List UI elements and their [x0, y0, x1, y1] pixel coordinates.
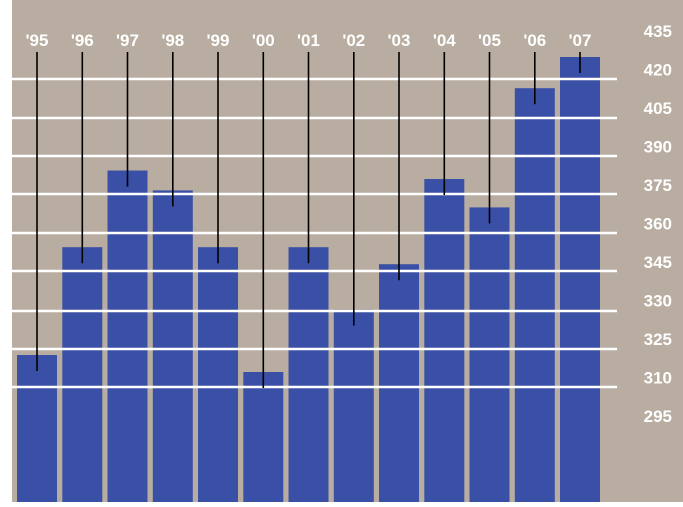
bar-96 [62, 247, 103, 502]
bars-layer [17, 57, 600, 502]
category-label-00: '00 [252, 31, 275, 50]
bar-97 [107, 170, 148, 502]
category-label-03: '03 [388, 31, 411, 50]
category-label-97: '97 [116, 31, 139, 50]
category-label-95: '95 [26, 31, 49, 50]
bar-01 [288, 247, 329, 502]
bar-07 [560, 57, 600, 502]
y-tick-label: 330 [644, 292, 672, 311]
bar-95 [17, 355, 57, 502]
category-label-01: '01 [297, 31, 320, 50]
category-label-96: '96 [71, 31, 94, 50]
bar-00 [243, 372, 284, 502]
y-tick-label: 435 [644, 22, 672, 41]
y-tick-label: 310 [644, 369, 672, 388]
category-labels-layer: '95 '96 '97 '98 '99 '00 '01 '02 '03 '04 '05 '06 '07 [26, 31, 592, 50]
bar-02 [333, 309, 374, 502]
bar-04 [424, 179, 465, 502]
y-tick-label: 325 [644, 330, 672, 349]
leader-lines-layer [36, 52, 581, 388]
bar-99 [198, 247, 238, 502]
y-tick-label: 295 [644, 407, 672, 426]
category-label-02: '02 [342, 31, 365, 50]
y-tick-label: 375 [644, 176, 672, 195]
category-label-98: '98 [161, 31, 184, 50]
gridlines-layer [12, 77, 617, 389]
bar-06 [514, 88, 555, 502]
y-tick-label: 420 [644, 61, 672, 80]
bar-05 [469, 207, 510, 502]
bar-98 [152, 190, 193, 502]
y-tick-labels-layer: 435 420 405 390 375 360 345 330 325 310 295 [644, 22, 672, 426]
bar-03 [379, 264, 419, 502]
y-tick-label: 345 [644, 253, 672, 272]
category-label-06: '06 [523, 31, 546, 50]
category-label-04: '04 [433, 31, 456, 50]
y-tick-label: 390 [644, 138, 672, 157]
category-label-05: '05 [478, 31, 501, 50]
category-label-07: '07 [569, 31, 592, 50]
y-tick-label: 405 [644, 99, 672, 118]
category-label-99: '99 [207, 31, 230, 50]
y-tick-label: 360 [644, 215, 672, 234]
